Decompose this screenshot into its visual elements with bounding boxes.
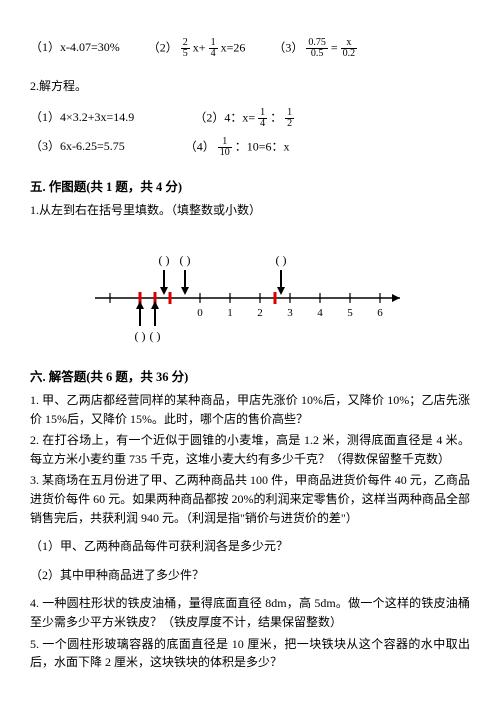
- svg-text:3: 3: [287, 307, 293, 319]
- svg-text:5: 5: [347, 307, 353, 319]
- q6-3a: （1）甲、乙两种商品每件可获利润各是多少元？: [30, 537, 470, 556]
- svg-text:( ): ( ): [276, 253, 287, 267]
- svg-text:2: 2: [257, 307, 263, 319]
- solve-heading: 2.解方程。: [30, 77, 470, 94]
- svg-text:0: 0: [197, 307, 203, 319]
- fraction-icon: 25: [181, 38, 190, 59]
- section-5-title: 五. 作图题(共 1 题，共 4 分): [30, 176, 470, 195]
- q6-5: 5. 一个圆柱形玻璃容器的底面直径是 10 厘米，把一块铁块从这个容器的水中取出…: [30, 635, 470, 672]
- fraction-icon: 12: [285, 108, 294, 129]
- equation-row-1: （1）x-4.07=30% （2） 25 x+ 14 x=26 （3） 0.75…: [30, 38, 470, 59]
- q6-2: 2. 在打谷场上，有一个近似于圆锥的小麦堆，高是 1.2 米，测得底面直径是 4…: [30, 431, 470, 468]
- svg-text:1: 1: [227, 307, 233, 319]
- equation-row-2a: （1）4×3.2+3x=14.9 （2）4：x= 14 ： 12: [30, 108, 470, 129]
- eq-2-1: （1）4×3.2+3x=14.9: [30, 108, 134, 129]
- svg-text:( ): ( ): [135, 329, 146, 343]
- svg-text:( ): ( ): [159, 253, 170, 267]
- q6-4: 4. 一种圆柱形状的铁皮油桶，量得底面直径 8dm，高 5dm。做一个这样的铁皮…: [30, 594, 470, 631]
- equation-row-2b: （3）6x-6.25=5.75 （4） 110 ：10=6：x: [30, 137, 470, 158]
- fraction-icon: 110: [218, 137, 232, 158]
- q6-1: 1. 甲、乙两店都经营同样的某种商品，甲店先涨价 10%后，又降价 10%；乙店…: [30, 391, 470, 428]
- svg-text:( ): ( ): [150, 329, 161, 343]
- fraction-icon: 14: [258, 108, 267, 129]
- eq-2-4: （4） 110 ：10=6：x: [185, 137, 290, 158]
- svg-text:( ): ( ): [180, 253, 191, 267]
- eq-2-2: （2）4：x= 14 ： 12: [194, 108, 294, 129]
- number-line-figure: 0 1 2 3 4 5 6 ( ) ( ) ( ) ( ) ( ): [30, 238, 470, 348]
- section-5-question: 1.从左到右在括号里填数。（填整数或小数）: [30, 201, 470, 218]
- q6-3: 3. 某商场在五月份进了甲、乙两种商品共 100 件，甲商品进货价每件 40 元…: [30, 471, 470, 527]
- q6-3b: （2）其中甲种商品进了多少件？: [30, 566, 470, 585]
- fraction-icon: 0.750.5: [306, 38, 328, 59]
- eq-2-3: （3）6x-6.25=5.75: [30, 137, 125, 158]
- eq-1-3: （3） 0.750.5 = x0.2: [273, 38, 357, 59]
- section-6-title: 六. 解答题(共 6 题，共 36 分): [30, 366, 470, 385]
- fraction-icon: 14: [209, 38, 218, 59]
- eq-1-1: （1）x-4.07=30%: [30, 38, 120, 59]
- eq-1-2: （2） 25 x+ 14 x=26: [148, 38, 246, 59]
- fraction-icon: x0.2: [341, 38, 358, 59]
- svg-text:4: 4: [317, 307, 323, 319]
- svg-text:6: 6: [377, 307, 383, 319]
